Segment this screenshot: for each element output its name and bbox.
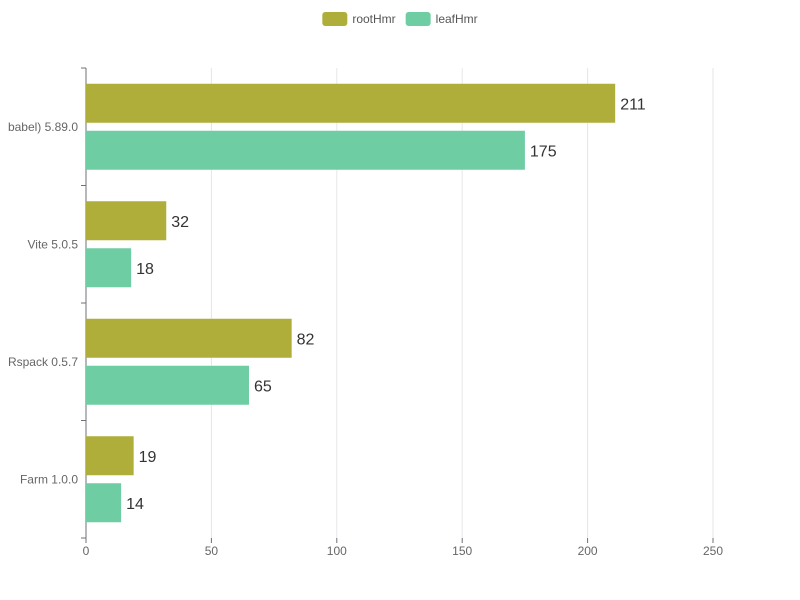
legend-swatch [405,12,431,26]
x-tick-label: 50 [205,544,219,558]
x-tick-label: 200 [578,544,598,558]
data-label: 19 [139,449,157,466]
bar-leafHmr[interactable] [86,483,122,523]
category-label: babel) 5.89.0 [8,120,78,134]
bar-rootHmr[interactable] [86,436,134,476]
data-label: 211 [620,96,646,113]
legend-swatch [322,12,348,26]
legend-label: leafHmr [436,12,478,26]
x-tick-label: 0 [83,544,90,558]
data-label: 32 [171,214,189,231]
bar-rootHmr[interactable] [86,83,616,123]
bars [86,83,616,523]
axes: 0 50 100 150 200 250 babel) 5.89.0 Vite 5.0.5 Rs… [8,67,723,558]
x-tick-label: 250 [703,544,723,558]
data-label: 82 [297,331,315,348]
data-label: 175 [530,143,557,160]
legend[interactable]: rootHmr leafHmr [322,12,478,26]
legend-item-rootHmr[interactable]: rootHmr [322,12,396,26]
data-label: 18 [136,261,154,278]
data-label: 14 [126,496,144,513]
bar-leafHmr[interactable] [86,130,525,170]
category-label: Rspack 0.5.7 [8,355,78,369]
bar-rootHmr[interactable] [86,318,292,358]
x-tick-label: 100 [327,544,347,558]
x-tick-label: 150 [452,544,472,558]
data-label: 65 [254,378,272,395]
category-label: Vite 5.0.5 [28,237,79,251]
category-label: Farm 1.0.0 [20,472,78,486]
data-labels: 211 175 32 18 82 65 19 14 [126,96,646,513]
bar-rootHmr[interactable] [86,201,167,241]
bar-leafHmr[interactable] [86,248,132,288]
bar-leafHmr[interactable] [86,365,250,405]
legend-label: rootHmr [352,12,395,26]
legend-item-leafHmr[interactable]: leafHmr [405,12,478,26]
